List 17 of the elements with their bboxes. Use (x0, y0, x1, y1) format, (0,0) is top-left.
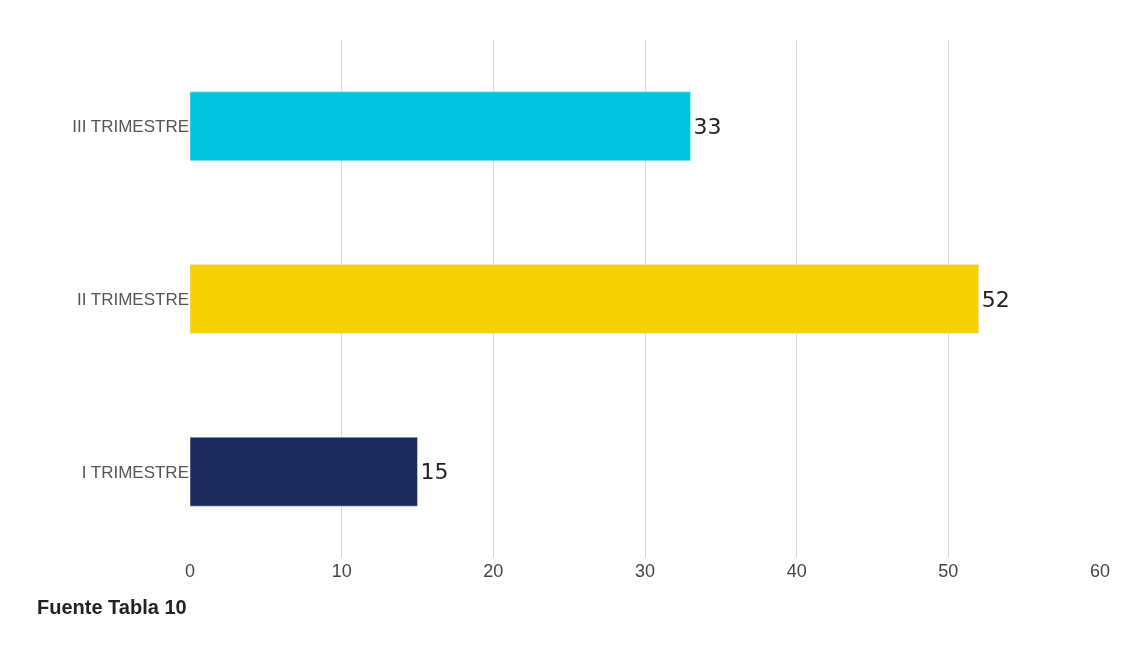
data-label: 15 (420, 459, 449, 485)
x-tick-label: 10 (331, 561, 352, 581)
x-tick-label: 50 (938, 561, 959, 581)
data-label: 33 (693, 113, 722, 139)
data-label: 52 (981, 286, 1010, 312)
x-tick-label: 30 (634, 561, 656, 581)
y-tick-label: I TRIMESTRE (81, 462, 189, 482)
bar (190, 436, 418, 507)
x-tick-label: 60 (1089, 561, 1111, 581)
source-note: Fuente Tabla 10 (37, 596, 187, 618)
x-tick-label: 40 (786, 561, 807, 581)
x-tick-label: 0 (184, 561, 196, 581)
y-tick-label: III TRIMESTRE (72, 117, 189, 137)
bar (190, 264, 979, 334)
bar (190, 91, 691, 162)
x-tick-label: 20 (483, 561, 504, 581)
y-tick-label: II TRIMESTRE (76, 289, 189, 309)
